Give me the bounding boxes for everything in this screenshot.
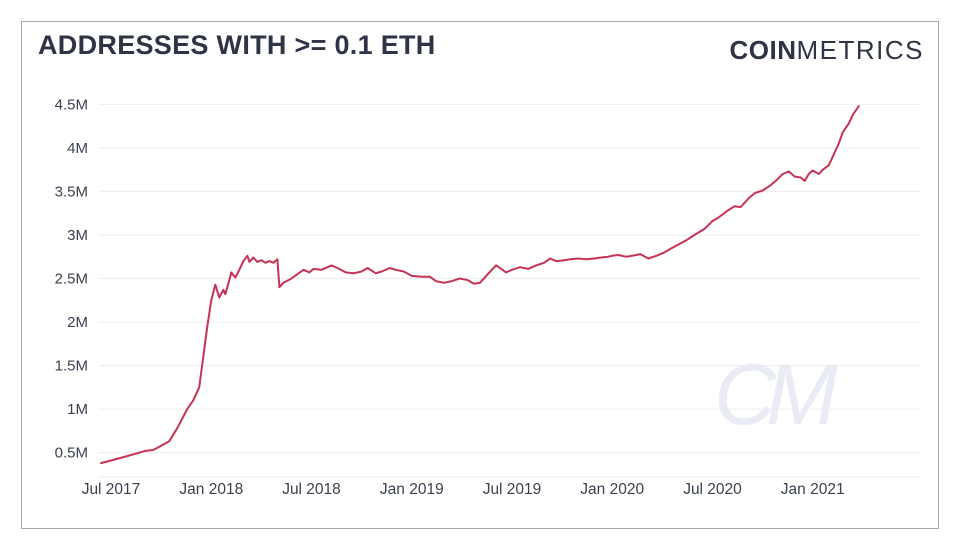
logo-coin-text: COIN — [729, 35, 797, 65]
chart-title: ADDRESSES WITH >= 0.1 ETH — [38, 30, 436, 60]
coinmetrics-logo: COINMETRICS — [730, 35, 925, 66]
chart-card — [21, 21, 939, 529]
logo-metrics-text: METRICS — [796, 35, 924, 65]
coinmetrics-watermark-icon: CM — [714, 347, 838, 443]
